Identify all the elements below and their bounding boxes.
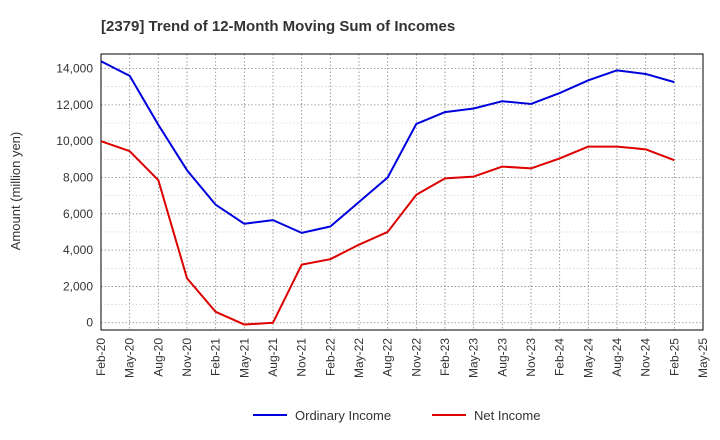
x-tick-label: Nov-24 xyxy=(639,338,653,377)
plot-area-frame xyxy=(100,53,704,331)
x-tick-label: Aug-21 xyxy=(266,338,280,377)
series-line-net-income xyxy=(100,140,675,326)
x-tick-label: Aug-22 xyxy=(381,338,395,377)
x-tick-label: Feb-21 xyxy=(209,338,223,376)
x-tick-label: May-24 xyxy=(581,338,595,378)
x-tick-label: Feb-22 xyxy=(323,338,337,376)
x-tick-label: May-21 xyxy=(237,338,251,378)
x-tick-label: Feb-20 xyxy=(94,338,108,376)
legend-label: Net Income xyxy=(474,408,540,423)
y-axis-label: Amount (million yen) xyxy=(8,132,23,251)
series-line-ordinary-income xyxy=(100,60,675,234)
y-tick-label: 8,000 xyxy=(63,170,93,184)
x-tick-label: Aug-23 xyxy=(495,338,509,377)
y-tick-label: 2,000 xyxy=(63,279,93,293)
y-tick-label: 6,000 xyxy=(63,207,93,221)
y-tick-label: 10,000 xyxy=(56,134,93,148)
x-tick-label: Nov-22 xyxy=(409,338,423,377)
x-axis-ticks: Feb-20 May-20 Aug-20 Nov-20 Feb-21 May-21 Aug-… xyxy=(94,338,710,378)
y-tick-label: 12,000 xyxy=(56,98,93,112)
x-tick-label: Nov-21 xyxy=(295,338,309,377)
chart-title: [2379] Trend of 12-Month Moving Sum of I… xyxy=(101,18,455,35)
series-lines xyxy=(100,60,675,326)
x-tick-label: Feb-23 xyxy=(438,338,452,376)
x-tick-label: May-23 xyxy=(467,338,481,378)
gridlines xyxy=(100,54,704,330)
x-tick-label: May-20 xyxy=(123,338,137,378)
x-tick-label: Feb-25 xyxy=(667,338,681,376)
y-tick-label: 4,000 xyxy=(63,243,93,257)
legend: Ordinary Income Net Income xyxy=(253,408,540,423)
x-tick-label: May-25 xyxy=(696,338,710,378)
x-tick-label: Nov-20 xyxy=(180,338,194,377)
x-tick-label: Nov-23 xyxy=(524,338,538,377)
y-axis-ticks: 0 2,000 4,000 6,000 8,000 10,000 12,000 14,000 xyxy=(56,62,93,330)
x-tick-label: Aug-24 xyxy=(610,338,624,377)
legend-label: Ordinary Income xyxy=(295,408,391,423)
y-tick-label: 14,000 xyxy=(56,62,93,76)
x-tick-label: Feb-24 xyxy=(553,338,567,376)
y-tick-label: 0 xyxy=(86,316,93,330)
x-tick-label: Aug-20 xyxy=(151,338,165,377)
x-tick-label: May-22 xyxy=(352,338,366,378)
